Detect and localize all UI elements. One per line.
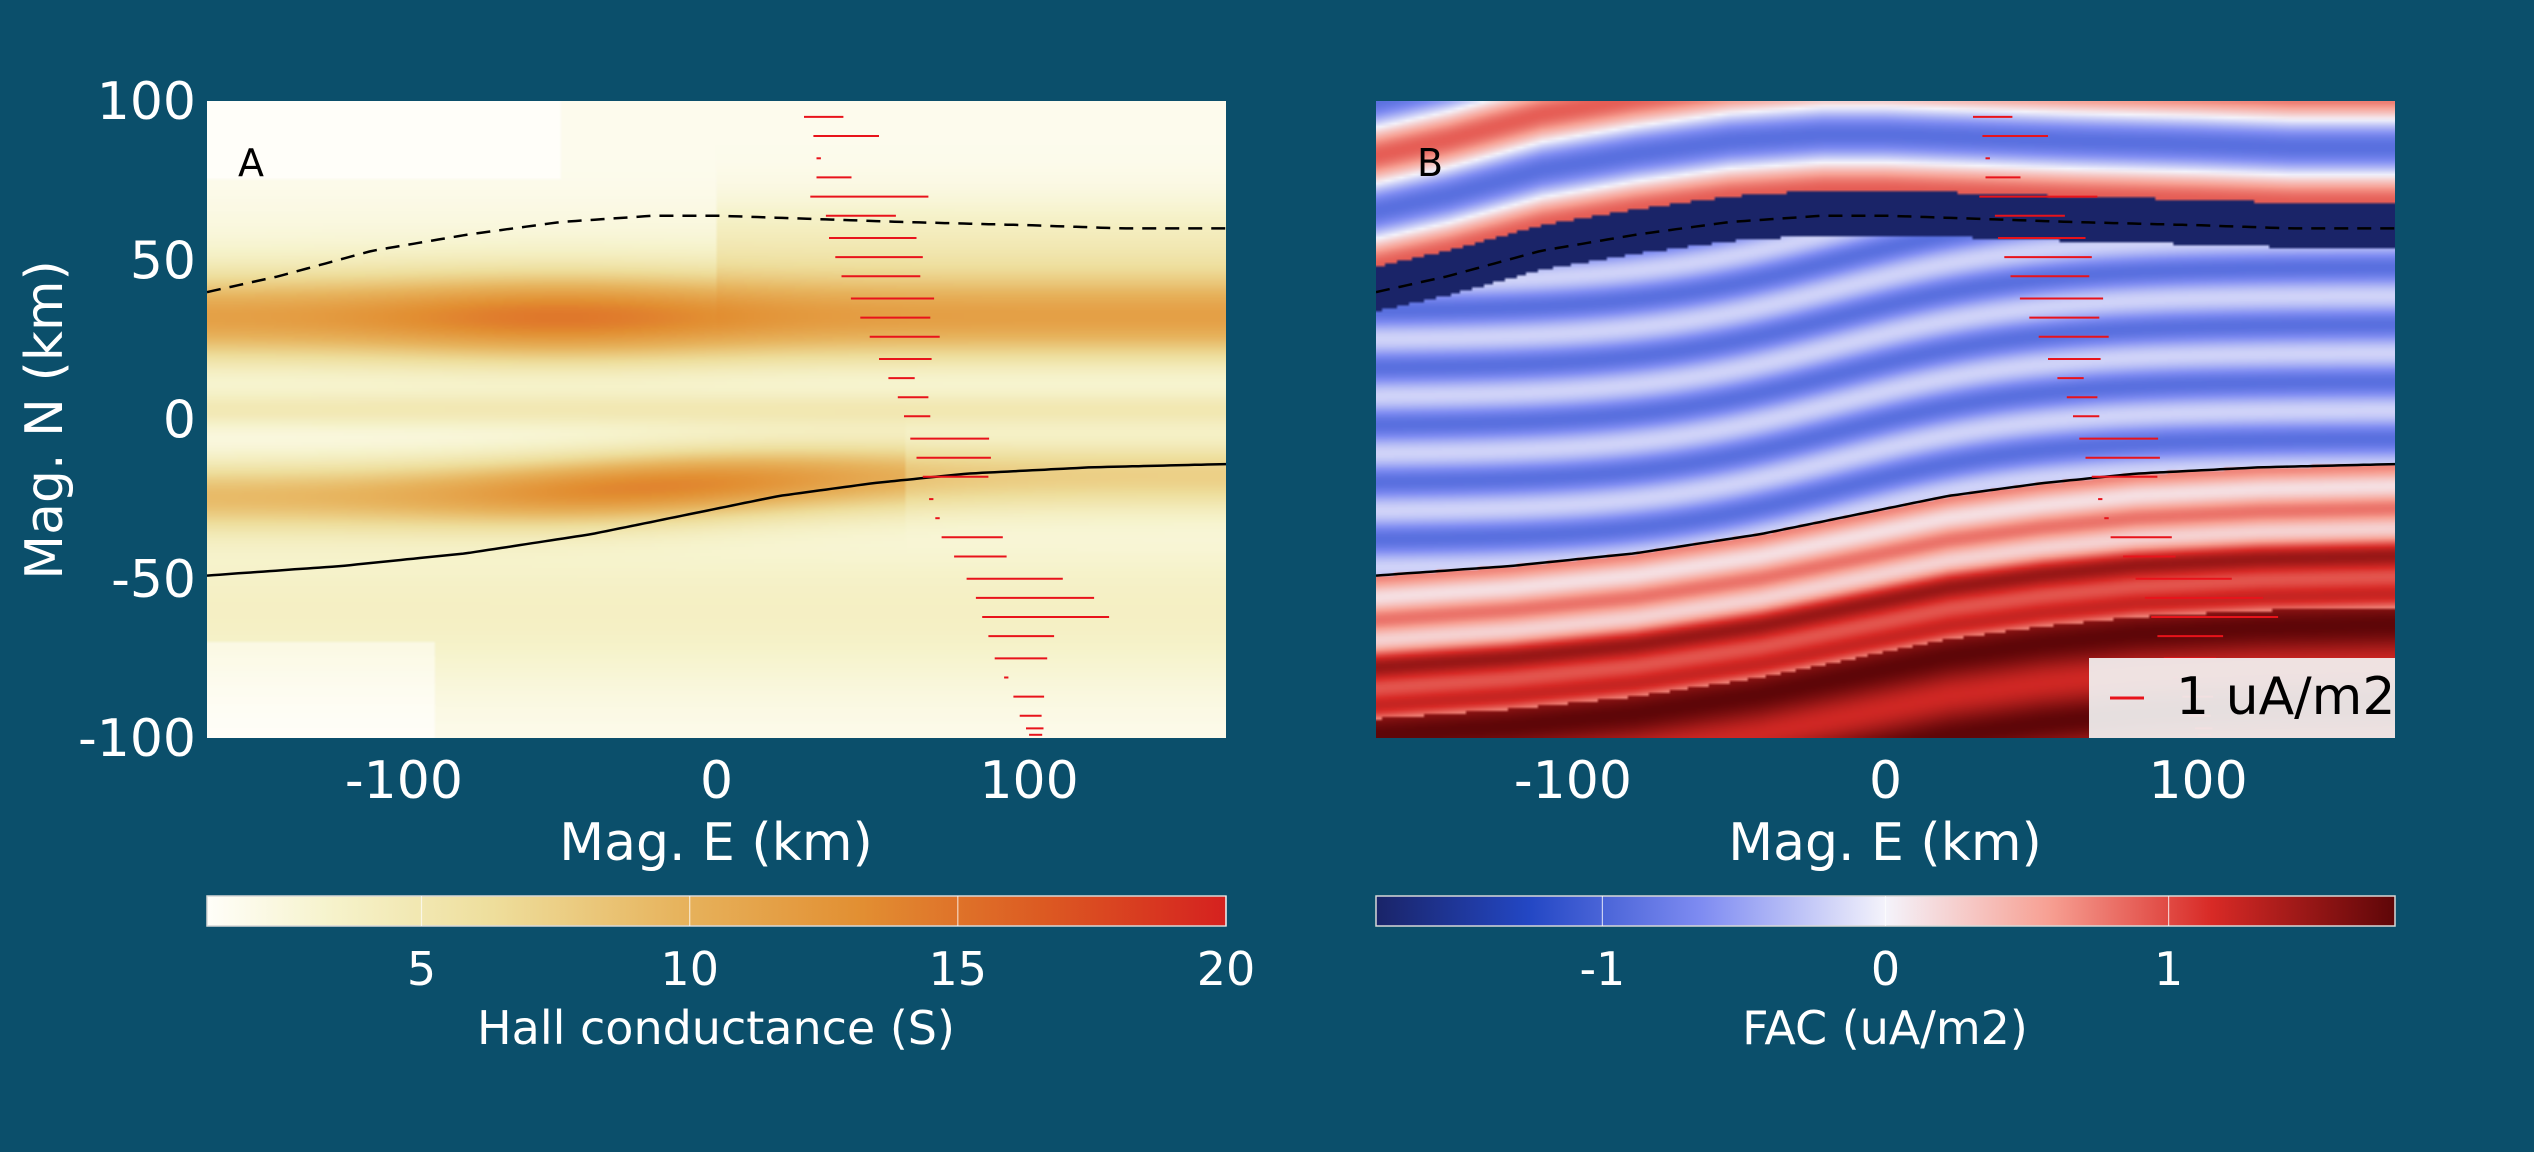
colorbar-fac-label: FAC (uA/m2) <box>1742 1001 2028 1055</box>
y-tick-label: 0 <box>163 391 196 451</box>
legend: 1 uA/m2 <box>2089 658 2395 738</box>
colorbar-fac-ticks: -1 0 1 <box>1579 896 2183 996</box>
solid-boundary-line <box>207 462 1226 577</box>
colorbar-hall-ticks: 5 10 15 20 <box>407 896 1255 996</box>
colorbar-fac: -1 0 1 FAC (uA/m2) <box>1375 895 2396 1055</box>
x-axis-ticks: -100 0 100 <box>345 751 1079 811</box>
colorbar-tick-label: 5 <box>407 942 436 996</box>
colorbar-hall: 5 10 15 20 Hall conductance (S) <box>206 895 1255 1055</box>
panel-label-a: A <box>238 141 264 185</box>
y-axis-ticks: 100 50 0 -50 -100 <box>78 72 196 769</box>
panel-a: A 100 50 0 -50 -100 -100 0 100 Mag. E (km) Mag… <box>15 72 1226 873</box>
legend-label: 1 uA/m2 <box>2176 667 2395 727</box>
dashed-boundary-line <box>207 214 1226 294</box>
y-tick-label: -100 <box>78 709 196 769</box>
colorbar-tick-label: 20 <box>1197 942 1256 996</box>
fac-arrows <box>1973 115 2279 736</box>
y-tick-label: 100 <box>97 72 196 132</box>
x-tick-label: -100 <box>345 751 463 811</box>
y-tick-label: 50 <box>130 231 196 291</box>
panel-label-b: B <box>1417 141 1443 185</box>
x-tick-label: 100 <box>979 751 1078 811</box>
x-tick-label: 0 <box>1869 751 1902 811</box>
panel-b: B -100 0 100 Mag. E (km) 1 uA/m2 <box>1376 101 2395 873</box>
colorbar-tick-label: 10 <box>660 942 719 996</box>
colorbar-hall-label: Hall conductance (S) <box>477 1001 955 1055</box>
colorbar-hall-bar <box>206 895 1227 927</box>
fac-arrows <box>804 115 1110 736</box>
y-tick-label: -50 <box>111 550 196 610</box>
fac-heatmap <box>1376 101 2395 738</box>
x-axis-label-b: Mag. E (km) <box>1728 813 2042 873</box>
x-axis-ticks: -100 0 100 <box>1514 751 2248 811</box>
y-axis-label: Mag. N (km) <box>15 260 75 580</box>
colorbar-tick-label: 0 <box>1871 942 1900 996</box>
hall-conductance-heatmap <box>207 101 1226 738</box>
x-axis-label-a: Mag. E (km) <box>559 813 873 873</box>
dashed-boundary-line <box>1376 214 2395 294</box>
x-tick-label: 100 <box>2148 751 2247 811</box>
colorbar-tick-label: 1 <box>2154 942 2183 996</box>
solid-boundary-line <box>1376 462 2395 577</box>
x-tick-label: -100 <box>1514 751 1632 811</box>
colorbar-tick-label: 15 <box>929 942 988 996</box>
colorbar-tick-label: -1 <box>1579 942 1625 996</box>
x-tick-label: 0 <box>700 751 733 811</box>
